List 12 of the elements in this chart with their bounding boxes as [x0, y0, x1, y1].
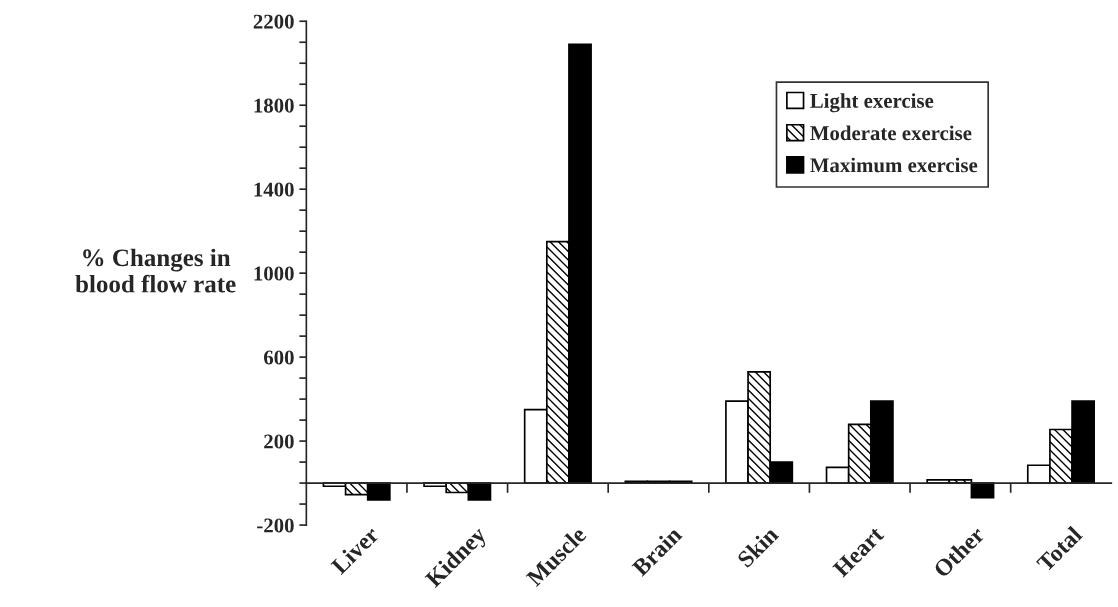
x-tick-label: Skin — [736, 524, 780, 569]
y-tick-label: 2200 — [253, 14, 294, 29]
y-tick-label: 1800 — [254, 98, 294, 113]
y-tick-label: 200 — [264, 434, 294, 449]
y-tick-label: -200 — [257, 518, 294, 533]
y-tick-label: 1000 — [254, 266, 294, 281]
legend-label: Maximum exercise — [810, 157, 978, 173]
y-tick-label: 600 — [263, 350, 294, 365]
legend-label: Light exercise — [810, 93, 934, 113]
y-axis-title: % Changes in blood flow rate — [75, 248, 236, 293]
y-tick-label: 1400 — [254, 182, 294, 197]
legend-label: Moderate exercise — [810, 125, 972, 141]
